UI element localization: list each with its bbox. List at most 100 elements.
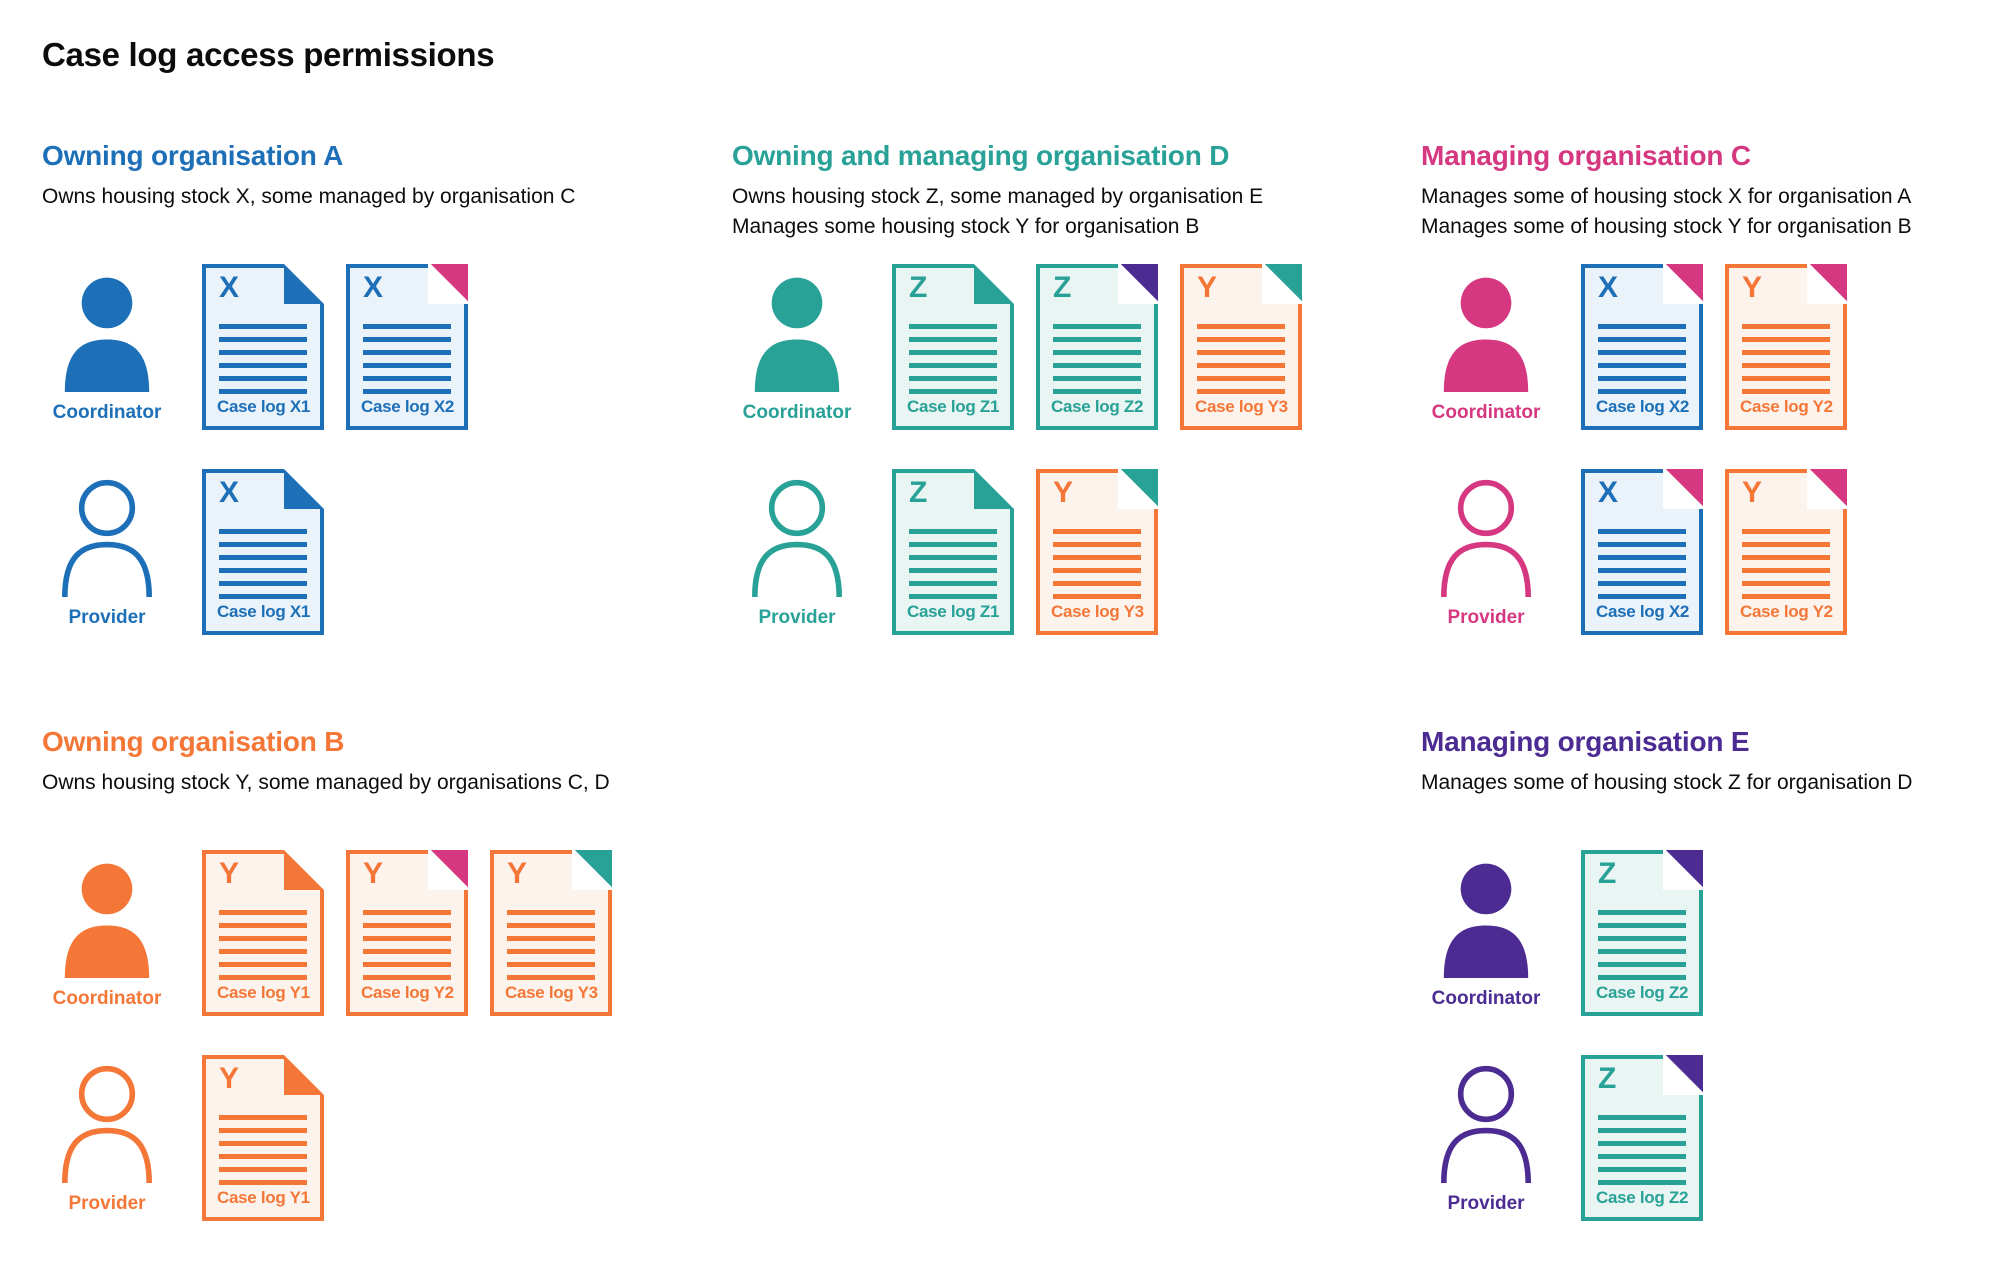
case-log-group: Z Case log Z1 Y Case log Y3 [892, 469, 1180, 635]
coordinator: Coordinator [42, 264, 172, 424]
provider-person-icon [60, 1063, 154, 1183]
stock-letter: Y [219, 857, 240, 890]
case-log-label: Case log Z1 [907, 602, 1000, 621]
document-text-lines [219, 324, 307, 394]
document-text-lines [219, 529, 307, 599]
folded-corner-icon [284, 850, 324, 890]
folded-corner-icon [1663, 264, 1703, 304]
provider-person-icon [1439, 477, 1533, 597]
case-log-document: X Case log X2 [1581, 264, 1703, 430]
stock-letter: X [1598, 271, 1619, 304]
coordinator-row: Coordinator Z Case log Z1 Z Case log Z2 [732, 264, 1402, 430]
role-label: Coordinator [742, 402, 852, 423]
section-description: Owns housing stock Y, some managed by or… [42, 768, 712, 828]
role-label: Provider [68, 607, 146, 628]
document-text-lines [219, 1115, 307, 1185]
provider: Provider [732, 469, 862, 629]
page-title: Case log access permissions [42, 36, 495, 73]
section-description: Owns housing stock Z, some managed by or… [732, 182, 1402, 242]
provider-person-icon [750, 477, 844, 597]
section-description: Manages some of housing stock X for orga… [1421, 182, 1996, 242]
coordinator-person-icon [60, 858, 154, 978]
document-text-lines [1598, 910, 1686, 980]
case-log-label: Case log X2 [1596, 397, 1690, 416]
case-log-document: X Case log X1 [202, 264, 324, 430]
coordinator-person-icon [1439, 272, 1533, 392]
provider-row: Provider X Case log X1 [42, 469, 712, 635]
case-log-group: X Case log X1 X Case log X2 [202, 264, 490, 430]
case-log-label: Case log Y2 [1740, 602, 1833, 621]
provider: Provider [42, 1055, 172, 1215]
coordinator-person-icon [750, 272, 844, 392]
folded-corner-icon [1807, 469, 1847, 509]
coordinator: Coordinator [1421, 850, 1551, 1010]
stock-letter: Y [219, 1062, 240, 1095]
document-text-lines [1598, 1115, 1686, 1185]
case-log-group: X Case log X1 [202, 469, 346, 635]
case-log-document: Z Case log Z1 [892, 264, 1014, 430]
stock-letter: Z [1598, 857, 1617, 890]
role-label: Coordinator [52, 402, 162, 423]
case-log-label: Case log Z2 [1596, 983, 1689, 1002]
document-text-lines [363, 324, 451, 394]
description-line: Manages some of housing stock X for orga… [1421, 185, 1912, 208]
coordinator-person-icon [60, 272, 154, 392]
stock-letter: Z [909, 476, 928, 509]
stock-letter: Z [1053, 271, 1072, 304]
folded-corner-icon [428, 850, 468, 890]
case-log-document: X Case log X1 [202, 469, 324, 635]
document-text-lines [1053, 324, 1141, 394]
role-label: Provider [758, 607, 836, 628]
folded-corner-icon [284, 469, 324, 509]
folded-corner-icon [974, 264, 1014, 304]
case-log-group: Z Case log Z2 [1581, 850, 1725, 1016]
provider-row: Provider Z Case log Z1 Y Case log Y3 [732, 469, 1402, 635]
case-log-label: Case log X1 [217, 397, 311, 416]
provider: Provider [42, 469, 172, 629]
document-text-lines [1742, 324, 1830, 394]
case-log-label: Case log Y1 [217, 1188, 310, 1207]
section-owning-organisation-a: Owning organisation A Owns housing stock… [42, 140, 712, 635]
coordinator-row: Coordinator Z Case log Z2 [1421, 850, 1996, 1016]
case-log-document: Z Case log Z2 [1581, 1055, 1703, 1221]
case-log-label: Case log Z1 [907, 397, 1000, 416]
stock-letter: Y [507, 857, 528, 890]
folded-corner-icon [428, 264, 468, 304]
role-label: Provider [68, 1193, 146, 1214]
document-text-lines [1742, 529, 1830, 599]
document-text-lines [1053, 529, 1141, 599]
section-heading: Managing organisation C [1421, 140, 1751, 171]
stock-letter: Y [1742, 476, 1763, 509]
description-line: Owns housing stock X, some managed by or… [42, 185, 576, 208]
section-owning-organisation-b: Owning organisation B Owns housing stock… [42, 726, 712, 1221]
coordinator: Coordinator [42, 850, 172, 1010]
case-log-group: X Case log X2 Y Case log Y2 [1581, 264, 1869, 430]
provider-row: Provider Y Case log Y1 [42, 1055, 712, 1221]
folded-corner-icon [1262, 264, 1302, 304]
case-log-label: Case log Y2 [1740, 397, 1833, 416]
coordinator-row: Coordinator Y Case log Y1 Y Case log Y2 [42, 850, 712, 1016]
description-line: Owns housing stock Z, some managed by or… [732, 185, 1264, 208]
folded-corner-icon [284, 1055, 324, 1095]
case-log-document: Y Case log Y2 [346, 850, 468, 1016]
case-log-label: Case log Y2 [361, 983, 454, 1002]
case-log-label: Case log X2 [361, 397, 455, 416]
provider-person-icon [60, 477, 154, 597]
case-log-document: Y Case log Y3 [490, 850, 612, 1016]
stock-letter: Z [1598, 1062, 1617, 1095]
coordinator-person-icon [1439, 858, 1533, 978]
provider-row: Provider X Case log X2 Y Case log Y2 [1421, 469, 1996, 635]
folded-corner-icon [974, 469, 1014, 509]
section-description: Owns housing stock X, some managed by or… [42, 182, 712, 242]
folded-corner-icon [1118, 469, 1158, 509]
section-description: Manages some of housing stock Z for orga… [1421, 768, 1996, 828]
coordinator-row: Coordinator X Case log X2 Y Case log Y2 [1421, 264, 1996, 430]
coordinator: Coordinator [732, 264, 862, 424]
stock-letter: X [219, 271, 240, 304]
case-log-group: Z Case log Z1 Z Case log Z2 Y Case log Y… [892, 264, 1324, 430]
case-log-document: Z Case log Z1 [892, 469, 1014, 635]
role-label: Coordinator [1431, 402, 1541, 423]
stock-letter: Y [363, 857, 384, 890]
folded-corner-icon [284, 264, 324, 304]
document-text-lines [363, 910, 451, 980]
